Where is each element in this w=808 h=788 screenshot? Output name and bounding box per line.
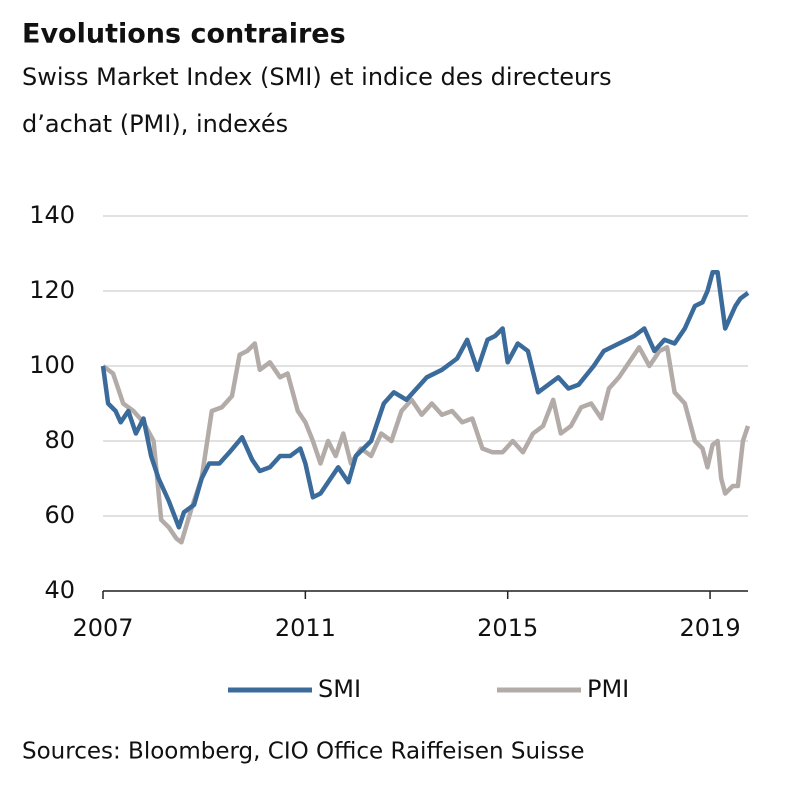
- x-tick-label: 2019: [680, 614, 741, 642]
- legend-label: PMI: [587, 675, 629, 703]
- chart-title: Evolutions contraires: [22, 19, 346, 50]
- series-line: [101, 341, 751, 545]
- y-tick-label: 140: [29, 201, 75, 229]
- x-tick-label: 2011: [275, 614, 336, 642]
- legend-label: SMI: [318, 675, 361, 703]
- y-tick-label: 60: [44, 501, 75, 529]
- y-tick-label: 80: [44, 426, 75, 454]
- chart-subtitle: d’achat (PMI), indexés: [22, 110, 288, 138]
- x-tick-label: 2015: [477, 614, 538, 642]
- y-tick-label: 100: [29, 351, 75, 379]
- series-line: [100, 270, 750, 530]
- source: Sources: Bloomberg, CIO Office Raiffeise…: [22, 739, 585, 765]
- x-tick-label: 2007: [72, 614, 133, 642]
- y-tick-label: 120: [29, 276, 75, 304]
- y-tick-label: 40: [44, 576, 75, 604]
- chart-subtitle: Swiss Market Index (SMI) et indice des d…: [22, 63, 612, 91]
